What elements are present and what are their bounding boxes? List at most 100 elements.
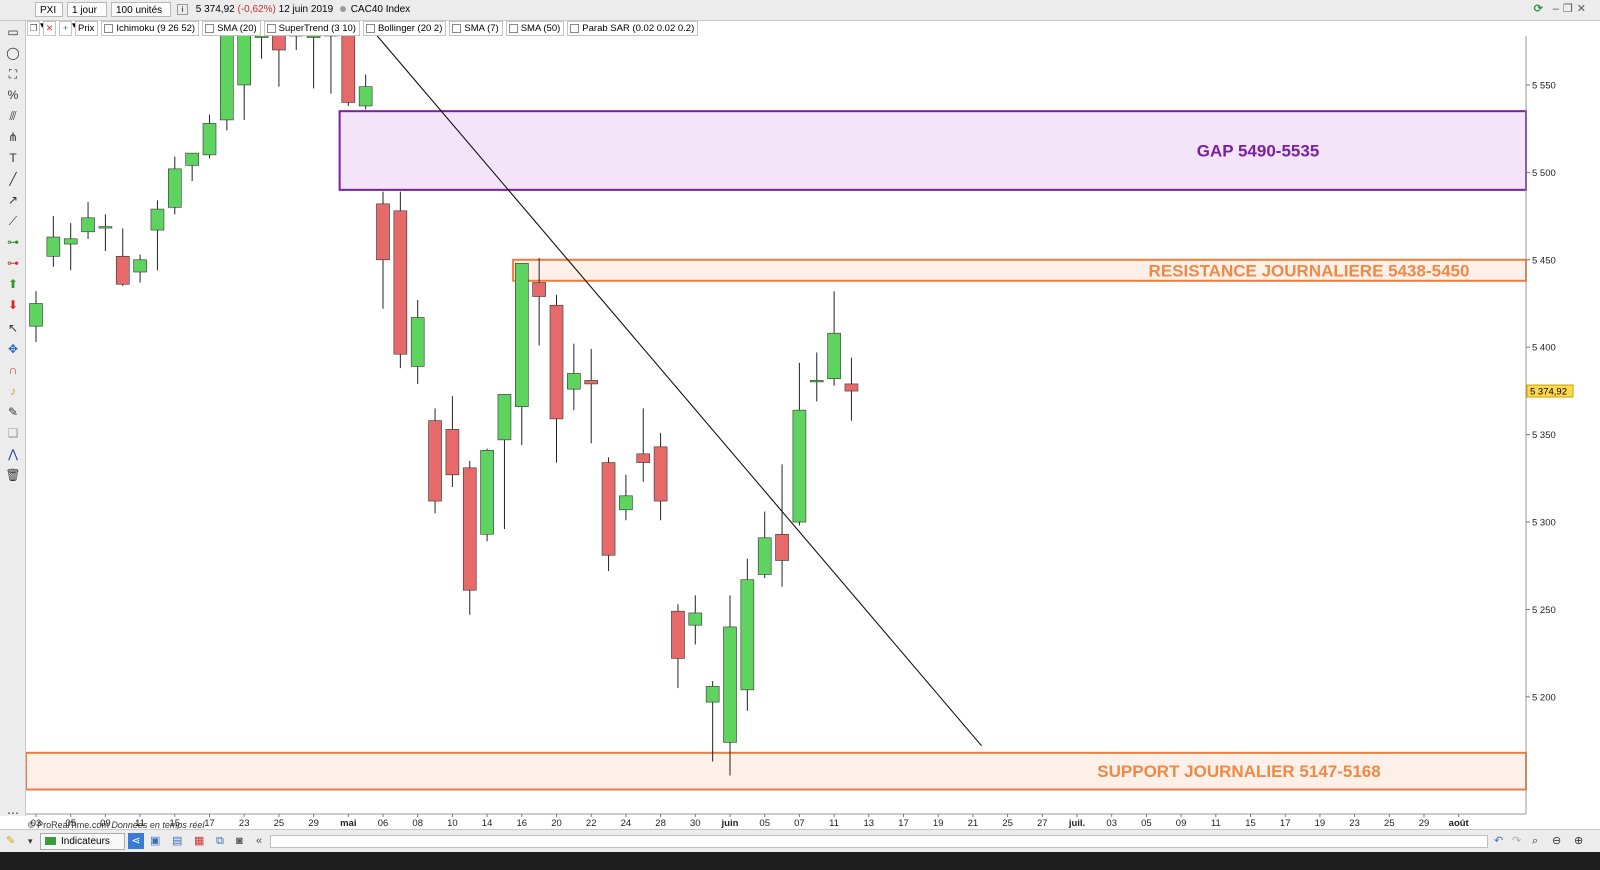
- x-tick-label: 23: [1349, 818, 1360, 829]
- price-chart[interactable]: GAP 5490-5535 RESISTANCE JOURNALIERE 5438…: [26, 36, 1600, 829]
- checkbox[interactable]: [452, 23, 462, 33]
- redo-icon[interactable]: ↷: [1512, 835, 1522, 847]
- refresh-icon[interactable]: ⟳: [1533, 3, 1547, 15]
- magnet-icon[interactable]: ∩: [8, 363, 18, 377]
- checkbox[interactable]: [365, 23, 375, 33]
- restore-icon[interactable]: ❐: [1562, 3, 1577, 15]
- candle-7: [150, 200, 165, 271]
- duplicate-icon[interactable]: ❐: [27, 20, 40, 36]
- indicators-button[interactable]: Indicateurs: [40, 833, 125, 850]
- x-tick-label: 29: [1419, 818, 1430, 829]
- indicator-supertrend[interactable]: SuperTrend (3 10): [263, 20, 360, 36]
- candle-21: [393, 191, 408, 369]
- rectangle-tool-icon[interactable]: ▭: [7, 25, 19, 39]
- undo-icon[interactable]: ↶: [1494, 835, 1504, 847]
- alert-bell-icon[interactable]: ♪: [10, 384, 16, 398]
- x-tick-label: 16: [517, 818, 528, 829]
- ray-tool-icon[interactable]: ↗: [7, 193, 19, 207]
- candle-body: [306, 36, 321, 38]
- chevron-down-icon[interactable]: ▾: [28, 836, 33, 846]
- candle-body: [254, 36, 269, 38]
- indicator-sma50[interactable]: SMA (50): [505, 20, 565, 36]
- checkbox[interactable]: [266, 23, 276, 33]
- x-tick-label: 03: [1106, 818, 1117, 829]
- price-change: (-0,62%): [237, 4, 276, 15]
- ellipse-tool-icon[interactable]: ◯: [6, 46, 20, 60]
- candle-body: [63, 238, 78, 245]
- share-icon[interactable]: ⋖: [128, 833, 144, 849]
- buy-arrow-icon[interactable]: ⬆: [7, 277, 19, 291]
- x-tick-label: 27: [1037, 818, 1048, 829]
- properties-icon[interactable]: ✎: [7, 405, 19, 419]
- wave-tool-icon[interactable]: ⋀: [8, 447, 18, 461]
- candle-body: [358, 86, 373, 107]
- add-icon[interactable]: +: [59, 20, 72, 36]
- remove-icon[interactable]: ✕: [43, 20, 56, 36]
- move-icon[interactable]: ✥: [7, 342, 19, 356]
- copy-icon[interactable]: ❏: [7, 426, 19, 440]
- units-dropdown[interactable]: 100 unités: [111, 2, 171, 17]
- candle-body: [671, 610, 685, 659]
- symbol-dropdown[interactable]: PXI: [35, 2, 63, 17]
- zoom-in-icon[interactable]: ⊕: [1574, 835, 1584, 847]
- checkbox[interactable]: [570, 23, 580, 33]
- x-tick-label: 20: [551, 818, 562, 829]
- chat-icon[interactable]: ▤: [172, 835, 183, 847]
- candle-body: [740, 579, 755, 691]
- indicator-sma7[interactable]: SMA (7): [449, 20, 503, 36]
- segment-tool-icon[interactable]: ⟋: [8, 214, 18, 228]
- zoom-fit-icon[interactable]: ⌕: [1532, 835, 1539, 847]
- indicator-ichimoku[interactable]: Ichimoku (9 26 52): [101, 20, 200, 36]
- candle-body: [202, 123, 217, 156]
- indicator-bollinger[interactable]: Bollinger (20 2): [362, 20, 447, 36]
- x-tick-label: 25: [274, 818, 285, 829]
- candle-18: [341, 36, 356, 106]
- percent-tool-icon[interactable]: %: [7, 88, 19, 102]
- horizontal-scrollbar[interactable]: [270, 835, 1488, 848]
- more-tools-icon[interactable]: ⋯: [7, 806, 19, 820]
- zoom-area-icon[interactable]: ⛶: [8, 67, 18, 81]
- layout-icon[interactable]: ▣: [150, 835, 161, 847]
- window-icon[interactable]: ⧉: [216, 835, 224, 847]
- horizontal-line-icon[interactable]: ⊶: [7, 235, 19, 249]
- sell-arrow-icon[interactable]: ⬇: [7, 298, 19, 312]
- x-tick-label: 09: [1176, 818, 1187, 829]
- cursor-icon[interactable]: ↖: [7, 321, 19, 335]
- x-tick-label: juil.: [1068, 818, 1085, 829]
- checkbox[interactable]: [508, 23, 518, 33]
- pencil-icon[interactable]: ✎: [6, 835, 16, 847]
- fibonacci-icon[interactable]: ⫻: [9, 109, 17, 123]
- x-tick-label: 17: [1280, 818, 1291, 829]
- trash-icon[interactable]: 🗑: [5, 468, 21, 482]
- minimize-icon[interactable]: –: [1552, 3, 1563, 15]
- info-icon[interactable]: i: [177, 4, 188, 15]
- rewind-icon[interactable]: «: [256, 835, 263, 847]
- candle-2: [63, 223, 78, 271]
- x-tick-label: 17: [204, 818, 215, 829]
- candle-25: [462, 460, 477, 615]
- horizontal-line-red-icon[interactable]: ⊶: [7, 256, 19, 270]
- indicator-sma20[interactable]: SMA (20): [202, 20, 261, 36]
- camera-icon[interactable]: ◙: [236, 835, 243, 847]
- close-icon[interactable]: ✕: [1576, 3, 1590, 15]
- indicator-parab-sar[interactable]: Parab SAR (0.02 0.02 0.2): [567, 20, 699, 36]
- candle-body: [428, 420, 442, 502]
- indicator-prix[interactable]: Prix: [75, 20, 99, 36]
- checkbox[interactable]: [104, 23, 114, 33]
- line-tool-icon[interactable]: ╱: [9, 172, 17, 186]
- candle-14: [272, 36, 286, 87]
- y-tick-label: 5 550: [1532, 80, 1556, 91]
- calendar-icon[interactable]: ▦: [194, 835, 205, 847]
- checkbox[interactable]: [205, 23, 215, 33]
- x-tick-label: 28: [655, 818, 666, 829]
- candle-body: [133, 259, 147, 273]
- candle-body: [46, 236, 61, 257]
- period-dropdown[interactable]: 1 jour: [67, 2, 107, 17]
- candle-41: [740, 558, 755, 711]
- text-tool-icon[interactable]: T: [9, 151, 17, 165]
- x-tick-label: août: [1449, 818, 1470, 829]
- candle-20: [376, 191, 390, 309]
- zoom-out-icon[interactable]: ⊖: [1552, 835, 1562, 847]
- fan-tool-icon[interactable]: ⋔: [7, 130, 19, 144]
- candle-body: [653, 446, 668, 502]
